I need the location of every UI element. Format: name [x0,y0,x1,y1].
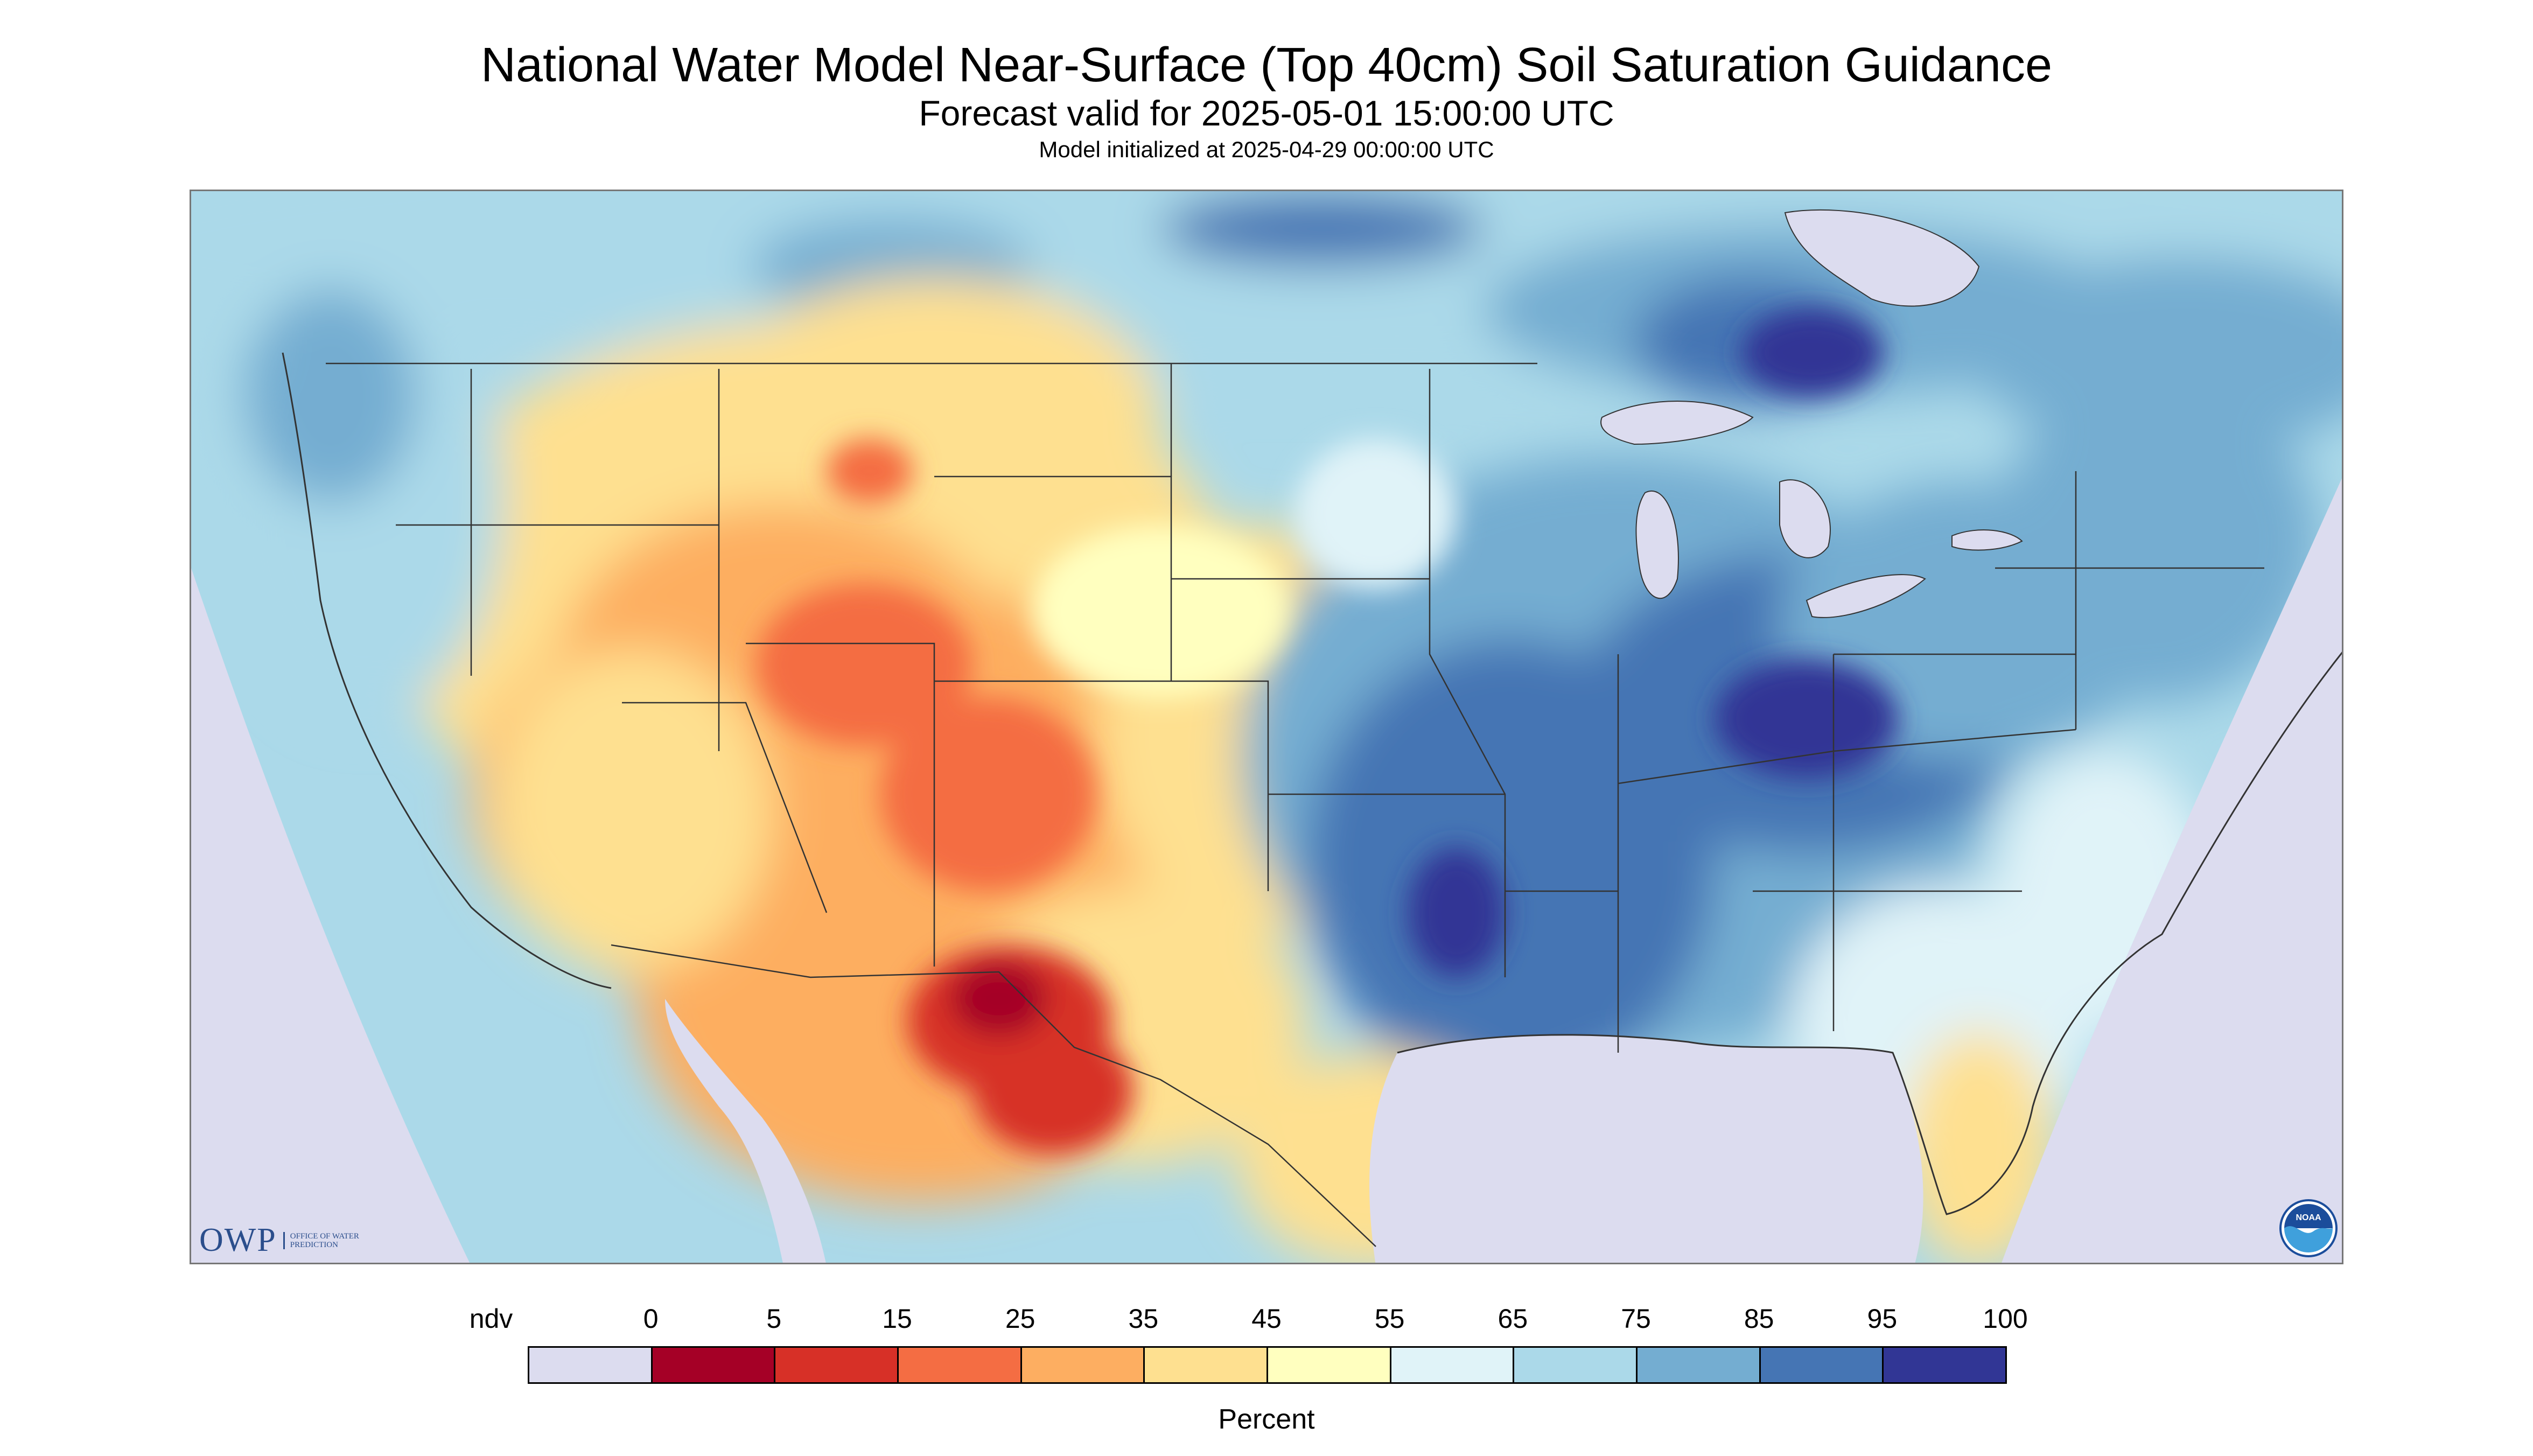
legend-swatch-ndv [528,1346,653,1384]
legend-swatch-55-65 [1389,1346,1515,1384]
owp-letters: OWP [199,1222,277,1258]
legend-swatch-95-100 [1882,1346,2007,1384]
owp-wordmark: OFFICE OF WATER PREDICTION [283,1231,371,1249]
hudson-bay [1784,209,1980,307]
legend-tick-label: 15 [882,1304,912,1334]
legend-swatch-35-45 [1143,1346,1268,1384]
legend-tick-label: 25 [1005,1304,1035,1334]
legend-swatch-5-15 [774,1346,899,1384]
legend-title: Percent [1218,1404,1315,1435]
lake-superior [1600,401,1754,445]
legend-tick-label: 0 [643,1304,659,1334]
lakes [1600,209,2023,618]
legend-tick-label: 100 [1983,1304,2028,1334]
legend-swatch-0-5 [650,1346,776,1384]
saturation-field [191,191,2342,1263]
lake-ontario [1951,529,2023,551]
owp-logo: OWP OFFICE OF WATER PREDICTION [199,1221,371,1259]
coastline [282,352,2342,1215]
political-borders [326,362,2264,1247]
legend-tick-label: 65 [1498,1304,1528,1334]
ocean-mask [665,653,2342,1263]
legend-tick-label: 5 [766,1304,782,1334]
lake-huron [1779,479,1831,558]
legend-swatch-85-95 [1759,1346,1884,1384]
legend-swatch-65-75 [1513,1346,1638,1384]
legend-swatch-45-55 [1266,1346,1391,1384]
us-mexico-border [611,944,1376,1247]
legend-tick-label: 95 [1867,1304,1898,1334]
noaa-logo-icon: NOAA [2279,1199,2338,1257]
map-title: National Water Model Near-Surface (Top 4… [480,38,2052,92]
map-canvas [191,191,2342,1263]
legend-swatch-15-25 [897,1346,1022,1384]
legend-swatch-75-85 [1636,1346,1761,1384]
legend-swatch-25-35 [1020,1346,1145,1384]
lake-erie [1806,574,1926,618]
legend-tick-label: ndv [469,1304,513,1334]
lake-michigan [1635,491,1679,599]
noaa-label: NOAA [2296,1213,2321,1222]
soil-saturation-map[interactable] [190,190,2343,1264]
legend-tick-label: 45 [1251,1304,1282,1334]
model-init-time: Model initialized at 2025-04-29 00:00:00… [1039,137,1494,162]
legend-tick-label: 35 [1128,1304,1159,1334]
legend-tick-label: 75 [1621,1304,1651,1334]
forecast-valid-time: Forecast valid for 2025-05-01 15:00:00 U… [919,93,1614,133]
legend-tick-label: 85 [1744,1304,1774,1334]
legend-tick-label: 55 [1374,1304,1405,1334]
